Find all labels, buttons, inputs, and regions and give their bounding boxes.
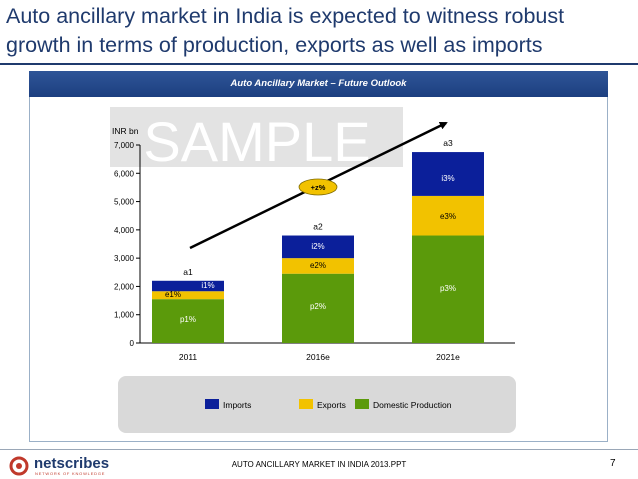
bar-total-label: a3 [443, 138, 453, 148]
netscribes-logo: netscribes NETWORK OF KNOWLEDGE [8, 455, 133, 476]
exports-label: e1% [165, 290, 181, 299]
y-tick-label: 5,000 [114, 198, 135, 207]
legend-swatch [205, 399, 219, 409]
logo-text: netscribes [34, 455, 110, 472]
imports-label: i2% [311, 242, 324, 251]
exports-label: e3% [440, 212, 456, 221]
panel-header: Auto Ancillary Market – Future Outlook [29, 71, 608, 97]
logo-icon [9, 456, 29, 476]
imports-label: i1% [201, 281, 214, 290]
bar-segment [412, 235, 484, 343]
bar-segment [282, 235, 354, 259]
x-tick-label: 2011 [179, 352, 198, 362]
y-tick-label: 1,000 [114, 311, 135, 320]
watermark-box [110, 107, 403, 167]
bar-total-label: a2 [313, 222, 323, 232]
domestic-label: p3% [440, 284, 456, 293]
bar-segment [152, 299, 224, 343]
x-tick-label: 2016e [306, 352, 330, 362]
legend-label: Domestic Production [373, 400, 452, 410]
x-tick-label: 2021e [436, 352, 460, 362]
bar-segment [282, 273, 354, 343]
logo-tagline: NETWORK OF KNOWLEDGE [35, 471, 106, 476]
footer-divider [0, 449, 638, 450]
imports-label: i3% [441, 174, 454, 183]
legend-label: Imports [223, 400, 251, 410]
y-tick-label: 7,000 [114, 141, 135, 150]
bar-segment [412, 152, 484, 196]
bar-segment [282, 258, 354, 274]
y-tick-label: 4,000 [114, 226, 135, 235]
bar-total-label: a1 [183, 267, 193, 277]
legend-swatch [299, 399, 313, 409]
footer-text: AUTO ANCILLARY MARKET IN INDIA 2013.PPT [231, 460, 407, 469]
title-divider [0, 63, 638, 65]
domestic-label: p2% [310, 302, 326, 311]
bar-segment [412, 195, 484, 236]
exports-label: e2% [310, 261, 326, 270]
bar-labels-layer: a1 a2 a3 p1% p2% p3% e1% e2% e3% i1% i2% i3% +z% [165, 138, 456, 324]
y-unit-label: INR bn [112, 126, 139, 136]
legend-box [118, 376, 516, 433]
bar-segment [152, 280, 224, 292]
domestic-label: p1% [180, 315, 196, 324]
bar-segment [152, 291, 224, 300]
slide-title: Auto ancillary market in India is expect… [6, 4, 565, 57]
legend-label: Exports [317, 400, 346, 410]
growth-label: +z% [311, 183, 326, 192]
y-tick-label: 3,000 [114, 254, 135, 263]
growth-badge [298, 178, 338, 196]
y-axis: 0 1,000 2,000 3,000 4,000 5,000 6,000 7,000 [114, 141, 141, 348]
legend: Imports Exports Domestic Production [205, 399, 452, 410]
legend-swatch [355, 399, 369, 409]
x-axis: 2011 2016e 2021e [140, 342, 515, 362]
y-tick-label: 2,000 [114, 282, 135, 291]
bars-layer [152, 152, 484, 343]
page-number: 7 [610, 458, 616, 469]
y-tick-label: 0 [130, 339, 135, 348]
watermark-text: SAMPLE [143, 110, 370, 173]
y-tick-label: 6,000 [114, 169, 135, 178]
